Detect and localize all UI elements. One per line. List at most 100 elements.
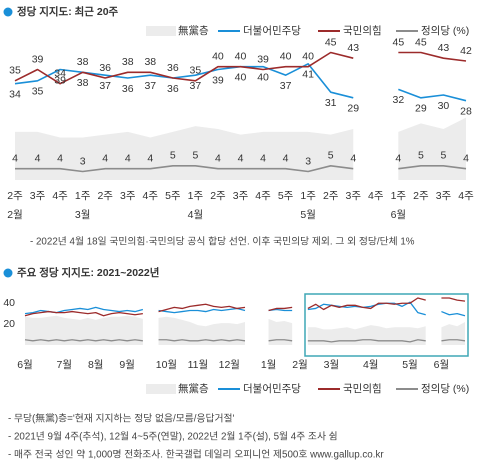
data-label: 38	[77, 56, 89, 68]
x-tick-label: 4주	[143, 190, 159, 202]
data-label: 36	[99, 62, 111, 74]
x-tick-label: 1주	[75, 190, 91, 202]
month-label: 5월	[402, 359, 418, 371]
data-label: 4	[283, 152, 289, 164]
data-label: 5	[441, 150, 447, 162]
data-label: 31	[325, 97, 337, 109]
data-label: 29	[347, 103, 359, 115]
data-label: 4	[395, 152, 401, 164]
x-tick-label: 4주	[368, 190, 384, 202]
chart-title: 주요 정당 지지도: 2021~2022년	[17, 266, 159, 279]
data-label: 43	[347, 42, 359, 54]
x-tick-label: 2주	[323, 190, 339, 202]
data-label: 40	[280, 50, 292, 62]
data-label: 30	[438, 100, 450, 112]
month-label: 2월	[7, 209, 23, 221]
legend-label: 정의당 (%)	[421, 383, 469, 395]
line	[14, 63, 467, 102]
legend-swatch	[146, 26, 176, 36]
data-label: 43	[438, 42, 450, 54]
footnote: - 무당(無黨)층='현재 지지하는 정당 없음/모름/응답거절'	[8, 412, 235, 425]
data-label: 34	[9, 88, 21, 100]
x-tick-label: 3주	[346, 190, 362, 202]
data-label: 5	[192, 150, 198, 162]
month-label: 8월	[88, 359, 104, 371]
data-label: 4	[463, 152, 469, 164]
data-label: 28	[460, 105, 472, 117]
x-tick-label: 1주	[391, 190, 407, 202]
data-label: 37	[144, 80, 156, 92]
data-label: 4	[350, 152, 356, 164]
y-tick-label: 20	[3, 318, 15, 330]
chart-title: 정당 지지도: 최근 20주	[17, 5, 119, 18]
legend-label: 無黨층	[178, 24, 209, 37]
data-label: 36	[167, 83, 179, 95]
data-label: 42	[460, 45, 472, 57]
data-label: 37	[280, 80, 292, 92]
month-label: 6월	[391, 209, 407, 221]
month-label: 1월	[261, 359, 277, 371]
area-layer	[15, 117, 466, 180]
month-label: 2월	[292, 359, 308, 371]
data-label: 40	[212, 50, 224, 62]
line-layer	[14, 51, 467, 173]
area	[15, 117, 466, 180]
month-label: 6월	[434, 359, 450, 371]
area	[25, 315, 465, 345]
x-tick-label: 4주	[458, 190, 474, 202]
month-label: 12월	[219, 359, 240, 371]
data-label: 37	[99, 80, 111, 92]
data-label: 35	[190, 65, 202, 77]
x-tick-label: 5주	[278, 190, 294, 202]
data-label: 41	[302, 69, 314, 81]
x-tick-label: 2주	[413, 190, 429, 202]
month-label: 3월	[324, 359, 340, 371]
footnote: - 2021년 9월 4주(추석), 12월 4~5주(연말), 2022년 2…	[8, 431, 338, 443]
data-label: 38	[144, 56, 156, 68]
data-label: 3	[80, 155, 86, 167]
data-label: 39	[257, 53, 269, 65]
title-dot	[3, 7, 13, 17]
line	[24, 339, 466, 343]
month-label: 5월	[300, 209, 316, 221]
data-label: 38	[122, 56, 134, 68]
data-label: 38	[77, 77, 89, 89]
legend-label: 더불어민주당	[243, 25, 301, 37]
data-label: 34	[54, 67, 66, 79]
data-label: 39	[32, 53, 44, 65]
data-label: 45	[325, 36, 337, 48]
month-label: 7월	[57, 359, 73, 371]
month-label: 4월	[363, 359, 379, 371]
month-label: 3월	[75, 209, 91, 221]
month-label: 6월	[17, 359, 33, 371]
data-label: 32	[393, 94, 405, 106]
data-label: 5	[170, 150, 176, 162]
data-label: 5	[418, 150, 424, 162]
month-label: 10월	[156, 359, 177, 371]
data-label: 45	[415, 36, 427, 48]
x-tick-label: 1주	[300, 190, 316, 202]
data-label: 40	[257, 71, 269, 83]
data-label: 4	[238, 152, 244, 164]
footnote: - 매주 전국 성인 약 1,000명 전화조사. 한국갤럽 데일리 오피니언 …	[8, 449, 384, 461]
data-label: 4	[260, 152, 266, 164]
data-label: 37	[190, 80, 202, 92]
data-label: 3	[305, 155, 311, 167]
legend-label: 국민의힘	[343, 383, 382, 395]
line	[14, 51, 467, 85]
data-label: 4	[35, 152, 41, 164]
legend-swatch	[146, 384, 176, 394]
data-label: 39	[54, 74, 66, 86]
recent-weeks-highlight	[304, 293, 469, 357]
line-layer	[24, 297, 466, 343]
legend-label: 국민의힘	[343, 25, 382, 37]
data-label: 36	[167, 62, 179, 74]
data-label: 4	[215, 152, 221, 164]
legend-label: 정의당 (%)	[421, 25, 469, 37]
x-tick-label: 3주	[233, 190, 249, 202]
data-label: 4	[147, 152, 153, 164]
month-label: 9월	[119, 359, 135, 371]
x-tick-label: 4주	[52, 190, 68, 202]
data-label: 4	[102, 152, 108, 164]
